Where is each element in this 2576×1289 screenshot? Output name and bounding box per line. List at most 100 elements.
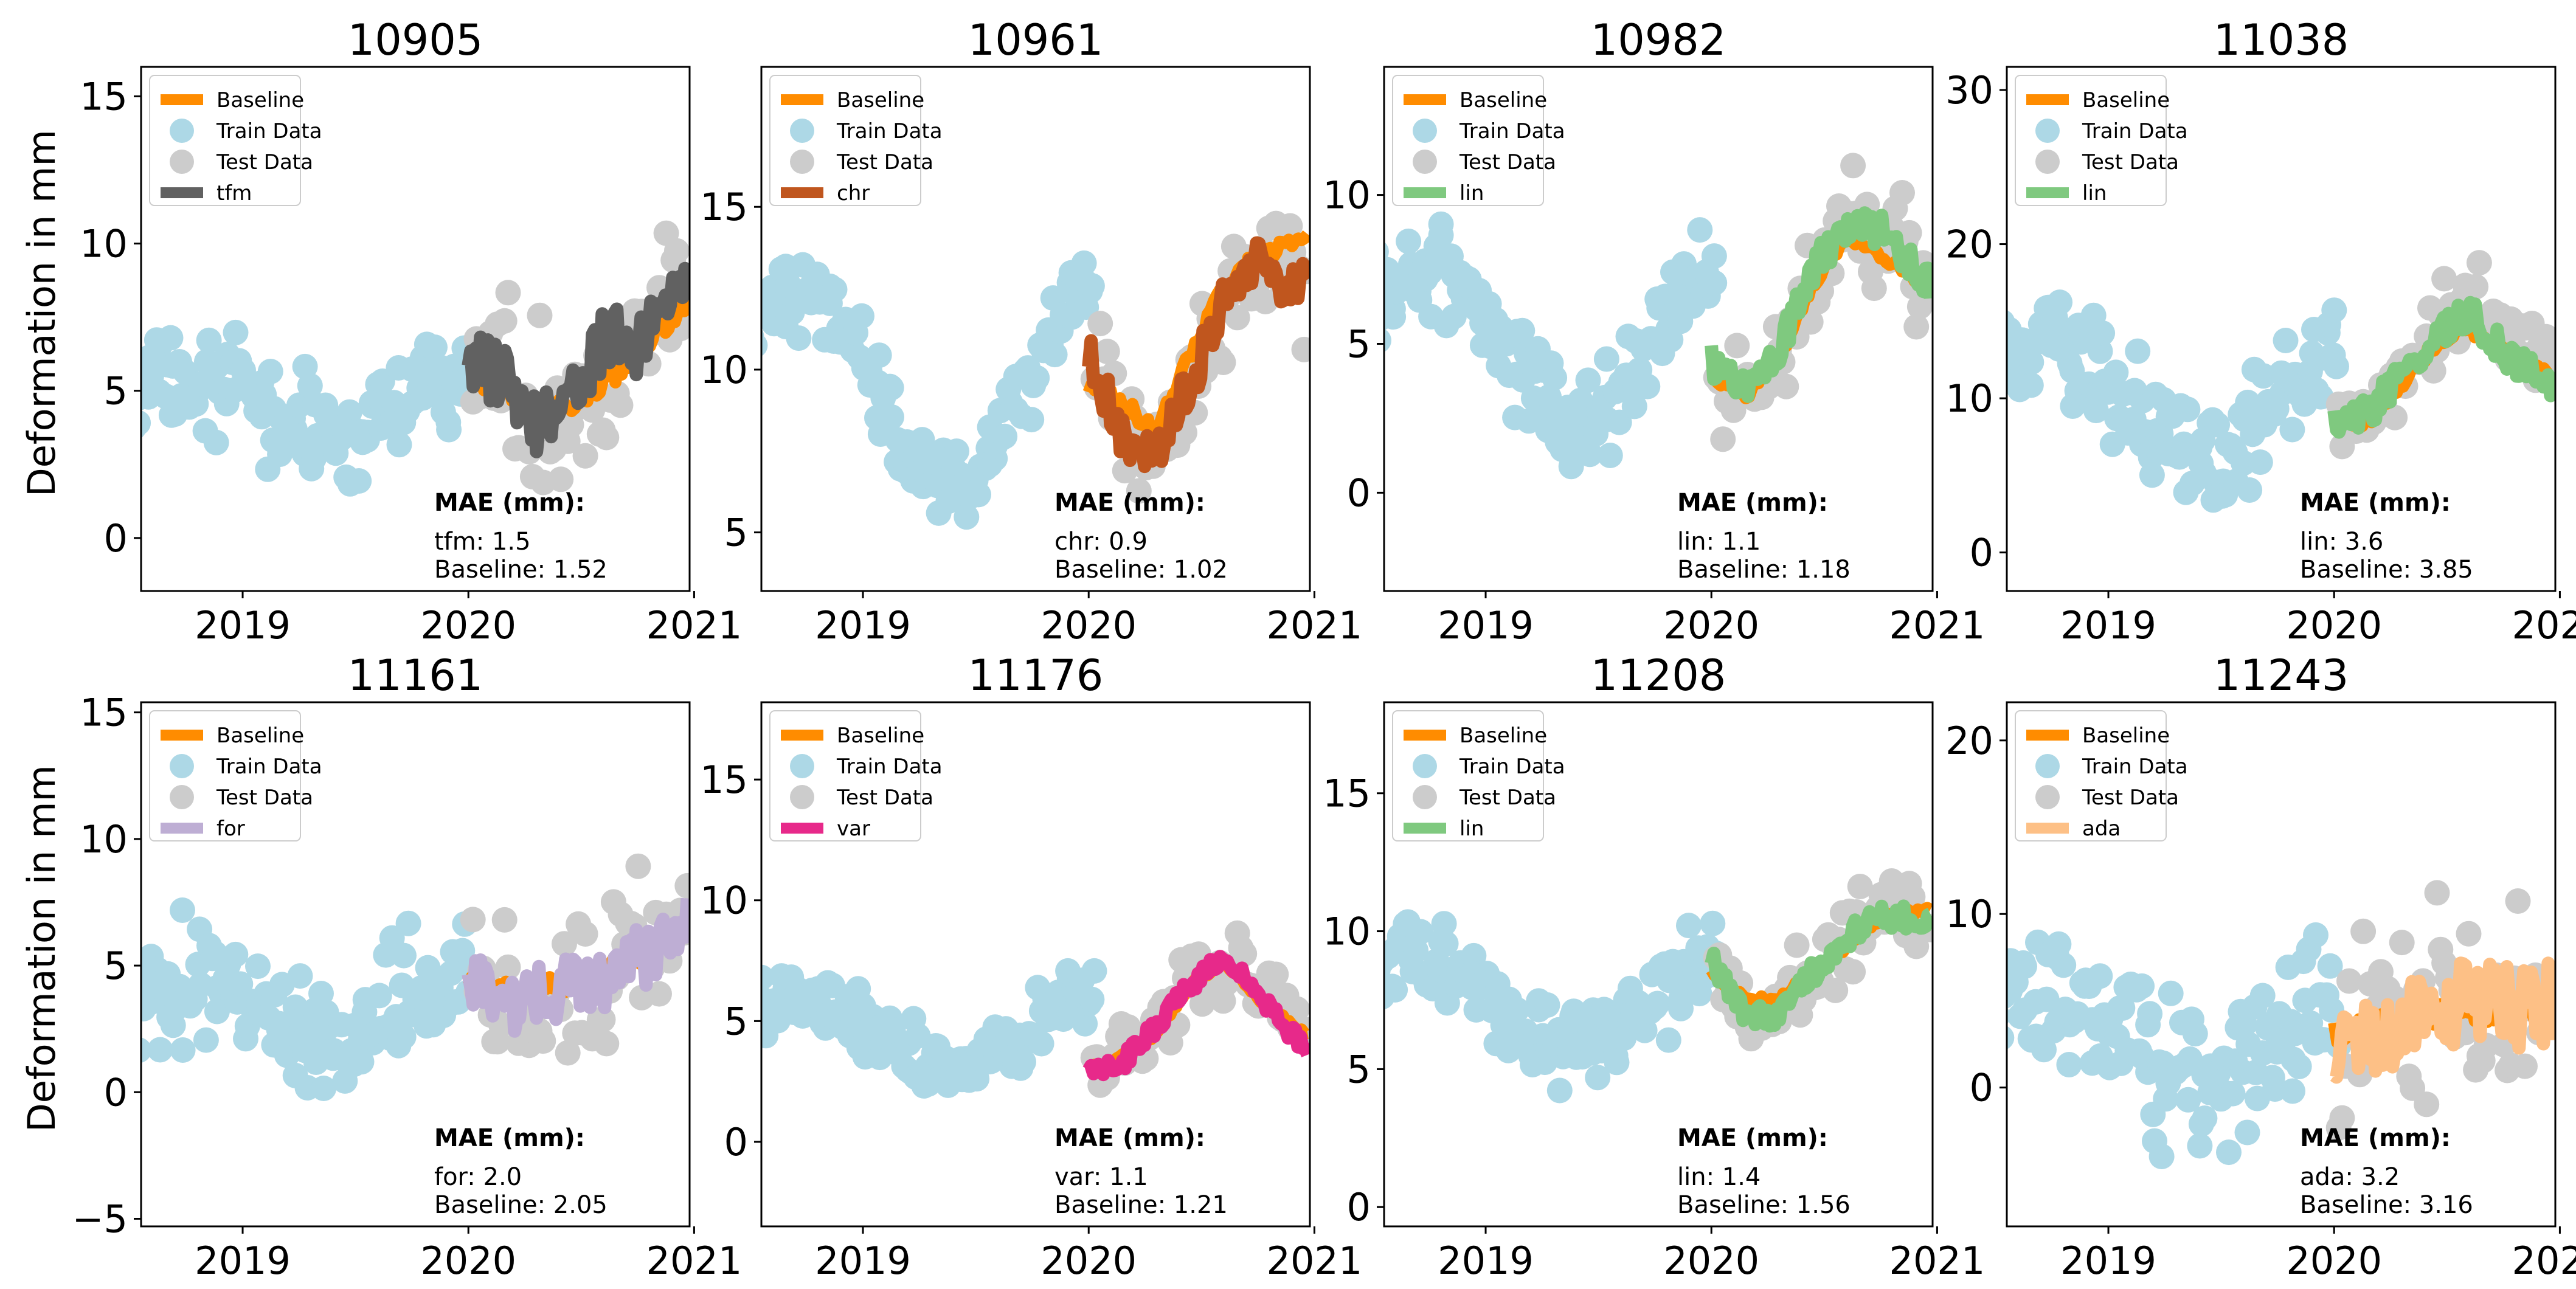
y-tick-label: 5 <box>1347 1047 1371 1091</box>
test-point <box>495 280 521 306</box>
y-tick-label: 0 <box>104 516 128 561</box>
panel-11176: 11176 0 5 10 15 2019 2020 2021 Baseline Train Dat… <box>700 651 1362 1283</box>
test-point <box>594 424 620 451</box>
train-point <box>1344 976 1369 1002</box>
mae-model: for: 2.0 <box>434 1163 522 1191</box>
train-point <box>1687 217 1713 243</box>
train-point <box>1011 1049 1036 1075</box>
train-point <box>2187 1133 2213 1159</box>
train-point <box>193 1027 219 1053</box>
legend-baseline-label: Baseline <box>837 724 924 748</box>
axes-frame <box>1383 66 1934 592</box>
train-point <box>849 303 874 329</box>
x-tick-label: 2019 <box>195 603 291 648</box>
model-line-lin <box>1705 206 1933 403</box>
x-tick-label: 2019 <box>815 603 911 648</box>
train-point <box>313 392 339 418</box>
train-point <box>2018 349 2045 375</box>
legend: Baseline Train Data Test Data lin <box>1392 75 1565 206</box>
test-point <box>2431 266 2457 292</box>
test-point <box>555 1040 581 1066</box>
train-point <box>1606 409 1632 435</box>
legend-model-label: chr <box>837 181 870 206</box>
test-point <box>1889 180 1915 206</box>
train-point <box>348 1049 375 1075</box>
train-point <box>1357 970 1383 995</box>
test-point <box>625 853 651 879</box>
legend: Baseline Train Data Test Data ada <box>2015 710 2188 841</box>
plot-area <box>1972 880 2555 1169</box>
train-point <box>1575 367 1601 393</box>
test-point <box>2336 968 2362 994</box>
legend-train-swatch <box>2035 119 2060 143</box>
train-point <box>1972 967 1997 992</box>
y-tick-label: 20 <box>1945 719 1993 763</box>
train-point <box>822 277 848 303</box>
mae-baseline: Baseline: 1.02 <box>1054 556 1228 584</box>
x-tick-label: 2020 <box>420 1239 516 1283</box>
legend-model-label: var <box>837 817 870 841</box>
test-point <box>2329 1105 2355 1131</box>
train-point <box>1081 958 1107 984</box>
train-point <box>366 983 392 1009</box>
plot-area <box>141 853 690 1101</box>
model-line-lin <box>1705 899 1933 1033</box>
train-point <box>1384 285 1387 302</box>
train-point <box>257 359 283 384</box>
test-point <box>2382 404 2408 430</box>
x-tick-label: 2021 <box>1889 1239 1986 1283</box>
train-point <box>730 316 756 341</box>
train-point <box>1431 911 1457 937</box>
train-point <box>1072 1011 1098 1037</box>
train-point <box>1348 997 1373 1023</box>
train-point <box>1384 307 1385 312</box>
legend-test-swatch <box>1413 785 1437 809</box>
train-point <box>992 423 1018 449</box>
test-point <box>1252 289 1278 314</box>
train-point <box>2237 477 2263 503</box>
train-point <box>1079 273 1105 299</box>
train-point <box>2324 353 2349 379</box>
legend-box <box>149 710 301 841</box>
test-point <box>1823 977 1849 1003</box>
legend: Baseline Train Data Test Data tfm <box>149 75 322 206</box>
x-tick-label: 2020 <box>1040 603 1137 648</box>
y-tick-label: 20 <box>1945 223 1993 267</box>
test-point <box>2505 888 2531 914</box>
mae-header: MAE (mm): <box>1054 1124 1205 1152</box>
legend-box <box>769 710 921 841</box>
train-point <box>1655 1027 1681 1053</box>
train-point <box>2192 1105 2218 1132</box>
train-point <box>761 334 768 356</box>
train-point <box>2056 1052 2082 1077</box>
train-point <box>1621 393 1647 420</box>
y-tick-label: 15 <box>80 74 128 119</box>
train-point <box>2125 338 2151 364</box>
test-point <box>674 873 690 899</box>
train-point <box>1396 228 1422 254</box>
train-point <box>909 427 935 453</box>
train-point <box>1343 279 1369 305</box>
legend-train-label: Train Data <box>2082 119 2188 143</box>
test-point <box>552 931 577 957</box>
legend: Baseline Train Data Test Data lin <box>1392 710 1565 841</box>
train-point <box>2317 953 2343 979</box>
legend: Baseline Train Data Test Data var <box>769 710 943 841</box>
x-tick-label: 2021 <box>646 1239 743 1283</box>
train-point <box>2083 398 2109 424</box>
x-tick-label: 2020 <box>2286 1239 2382 1283</box>
train-point <box>1433 931 1459 956</box>
axes-frame <box>760 66 1311 592</box>
legend-train-label: Train Data <box>836 755 943 779</box>
legend-model-label: ada <box>2082 817 2121 841</box>
test-point <box>1773 373 1799 399</box>
test-point <box>594 1031 620 1057</box>
x-tick-label: 2021 <box>1889 603 1986 648</box>
train-point <box>1534 992 1560 1018</box>
train-point <box>761 328 764 344</box>
mae-header: MAE (mm): <box>2300 1124 2451 1152</box>
legend-test-label: Test Data <box>836 786 933 810</box>
y-tick-label: 10 <box>1323 173 1371 218</box>
mae-baseline: Baseline: 3.16 <box>2300 1191 2473 1219</box>
train-point <box>287 963 313 989</box>
